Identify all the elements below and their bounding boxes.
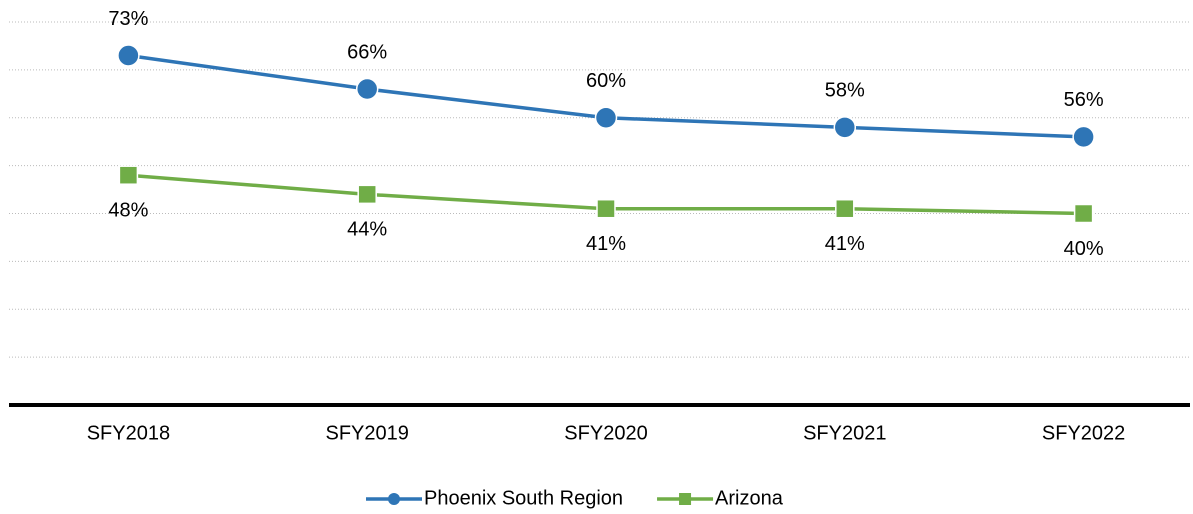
data-point — [118, 165, 139, 185]
data-point — [357, 184, 377, 205]
legend-marker — [388, 493, 400, 505]
legend-item: Phoenix South Region — [366, 487, 623, 509]
data-point — [117, 44, 140, 67]
legend-item: Arizona — [657, 487, 784, 509]
data-point — [596, 198, 616, 219]
legend-marker — [679, 493, 692, 505]
data-point — [835, 198, 855, 219]
data-label: 41% — [825, 233, 865, 255]
x-tick-label: SFY2021 — [803, 422, 886, 444]
x-tick-label: SFY2018 — [87, 422, 170, 444]
data-label: 56% — [1064, 89, 1104, 111]
data-label: 58% — [825, 80, 865, 102]
data-label: 44% — [347, 219, 387, 241]
data-label: 48% — [108, 199, 148, 221]
x-tick-label: SFY2020 — [564, 422, 647, 444]
data-label: 40% — [1064, 238, 1104, 260]
data-point — [1073, 203, 1094, 224]
x-tick-label: SFY2019 — [326, 422, 409, 444]
x-tick-label: SFY2022 — [1042, 422, 1125, 444]
legend-label: Phoenix South Region — [424, 487, 623, 509]
data-label: 66% — [347, 41, 387, 63]
data-label: 41% — [586, 233, 626, 255]
data-label: 73% — [108, 8, 148, 30]
data-point — [1072, 125, 1095, 149]
legend-label: Arizona — [715, 487, 784, 509]
data-point — [833, 116, 857, 139]
data-point — [355, 77, 379, 101]
data-label: 60% — [586, 70, 626, 92]
data-point — [594, 106, 618, 129]
